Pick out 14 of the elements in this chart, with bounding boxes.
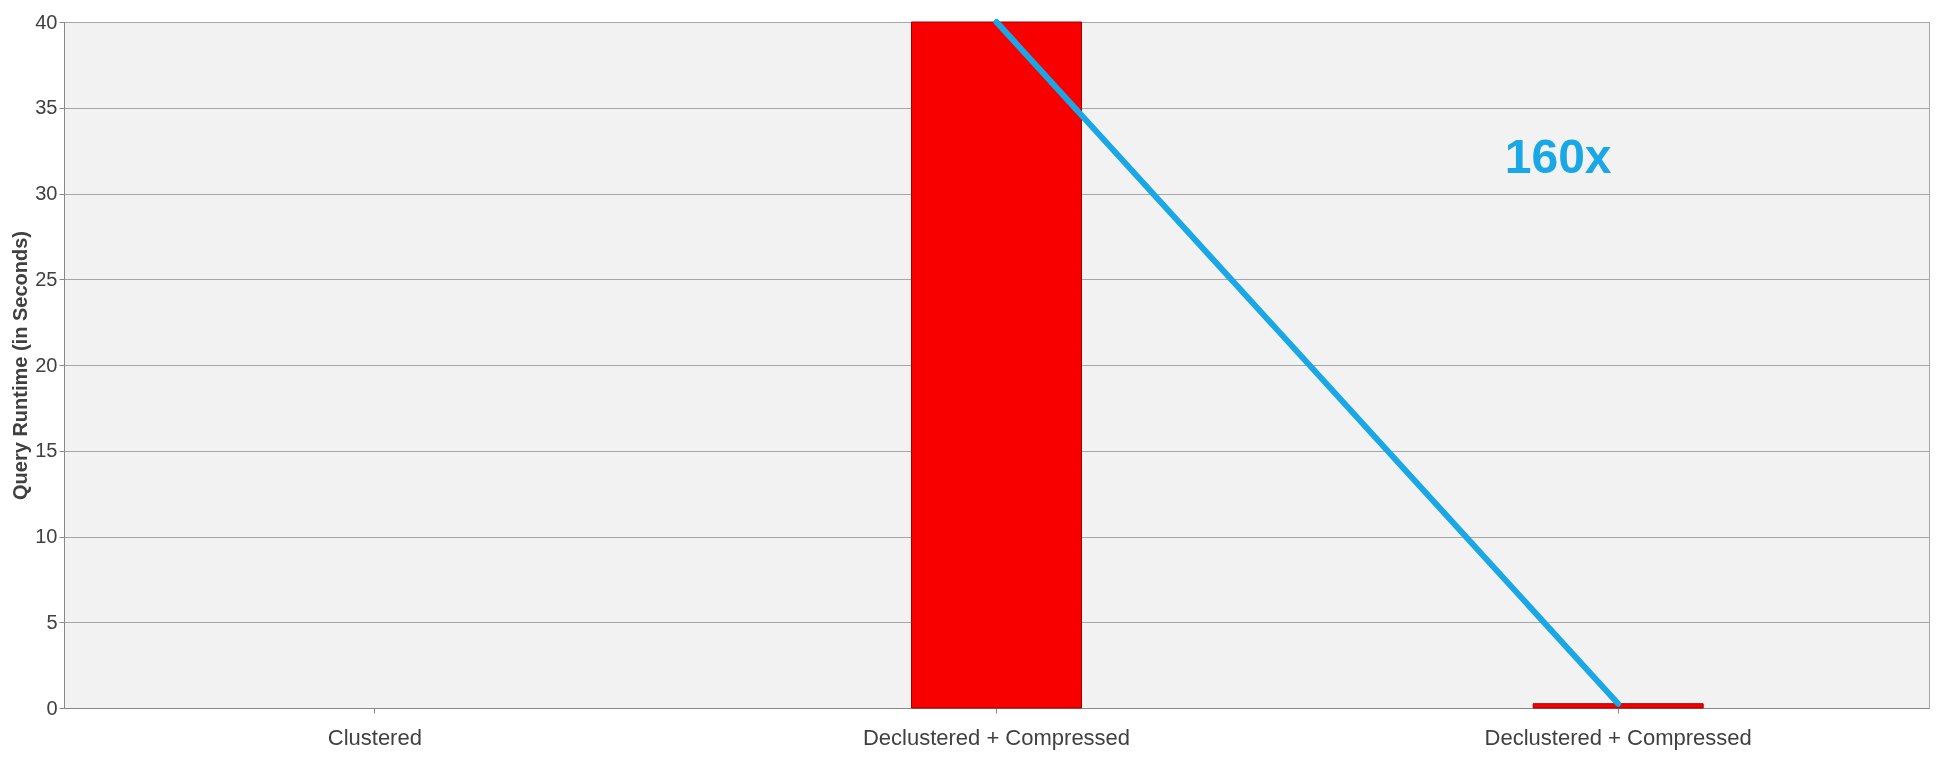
- annotation: 160x: [1504, 130, 1612, 184]
- y-axis-title: Query Runtime (in Seconds): [9, 231, 32, 500]
- y-tick-label: 20: [35, 353, 58, 376]
- x-tick-label: Clustered: [327, 724, 422, 750]
- y-tick-label: 35: [35, 96, 58, 119]
- y-tick-label: 25: [35, 267, 58, 290]
- y-tick-label: 40: [35, 10, 58, 33]
- x-tick-label: Declustered + Compressed: [1484, 724, 1752, 750]
- y-tick-label: 0: [46, 696, 58, 719]
- y-tick-label: 10: [35, 525, 58, 547]
- y-tick-label: 30: [35, 182, 58, 204]
- y-tick-label: 5: [46, 610, 58, 633]
- x-tick-label: Declustered + Compressed: [862, 724, 1131, 750]
- y-tick-label: 15: [35, 439, 58, 462]
